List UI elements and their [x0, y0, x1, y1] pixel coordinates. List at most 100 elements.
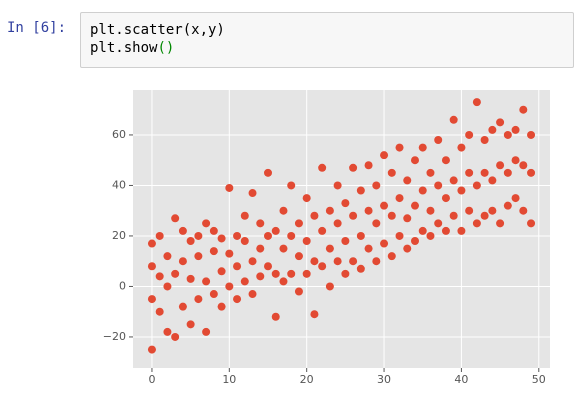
point — [349, 257, 358, 266]
point — [372, 219, 381, 228]
point — [519, 105, 528, 114]
point — [240, 211, 249, 220]
point — [209, 226, 218, 235]
point — [186, 274, 195, 283]
point — [503, 201, 512, 210]
point — [264, 168, 273, 177]
x-tick-label: 0 — [148, 373, 155, 386]
point — [395, 143, 404, 152]
point — [434, 135, 443, 144]
point — [395, 231, 404, 240]
point — [325, 206, 334, 215]
point — [233, 231, 242, 240]
point — [163, 282, 172, 291]
point — [256, 219, 265, 228]
point — [155, 231, 164, 240]
point — [465, 130, 474, 139]
point — [410, 156, 419, 165]
point — [496, 161, 505, 170]
point — [271, 226, 280, 235]
point — [147, 295, 156, 304]
point — [503, 168, 512, 177]
cell-prompt: In [6]: — [7, 20, 67, 36]
point — [356, 264, 365, 273]
point — [217, 267, 226, 276]
x-tick-label: 20 — [300, 373, 314, 386]
point — [194, 295, 203, 304]
point — [496, 118, 505, 127]
point — [302, 194, 311, 203]
point — [171, 269, 180, 278]
point — [341, 199, 350, 208]
point — [426, 168, 435, 177]
point — [364, 244, 373, 253]
point — [248, 189, 257, 198]
point — [279, 277, 288, 286]
point — [426, 231, 435, 240]
point — [294, 219, 303, 228]
point — [178, 257, 187, 266]
point — [503, 130, 512, 139]
point — [465, 168, 474, 177]
point — [372, 181, 381, 190]
point — [264, 231, 273, 240]
point — [294, 252, 303, 261]
point — [333, 219, 342, 228]
point — [364, 206, 373, 215]
point — [410, 201, 419, 210]
x-tick-label: 10 — [222, 373, 236, 386]
point — [171, 214, 180, 223]
point — [449, 211, 458, 220]
point — [264, 262, 273, 271]
point — [155, 307, 164, 316]
point — [147, 262, 156, 271]
point — [271, 312, 280, 321]
point — [519, 161, 528, 170]
point — [527, 168, 536, 177]
y-tick-label: 0 — [119, 279, 126, 292]
point — [155, 272, 164, 281]
point — [240, 277, 249, 286]
point — [217, 302, 226, 311]
point — [186, 236, 195, 245]
point — [310, 211, 319, 220]
plot-area — [133, 90, 550, 368]
point — [457, 226, 466, 235]
point — [426, 206, 435, 215]
code-token: plt.scatter(x,y) — [90, 22, 225, 38]
point — [256, 272, 265, 281]
point — [488, 125, 497, 134]
point — [256, 244, 265, 253]
code-token: plt.show — [90, 40, 158, 56]
y-tick-label: 20 — [112, 229, 126, 242]
x-tick-label: 30 — [377, 373, 391, 386]
point — [387, 168, 396, 177]
point — [225, 282, 234, 291]
point — [225, 183, 234, 192]
point — [302, 269, 311, 278]
point — [147, 239, 156, 248]
point — [496, 219, 505, 228]
point — [147, 345, 156, 354]
point — [527, 130, 536, 139]
point — [527, 219, 536, 228]
point — [410, 236, 419, 245]
point — [318, 262, 327, 271]
point — [418, 143, 427, 152]
code-line: plt.scatter(x,y) — [90, 21, 573, 39]
point — [380, 239, 389, 248]
point — [488, 206, 497, 215]
point — [333, 181, 342, 190]
point — [194, 252, 203, 261]
point — [171, 332, 180, 341]
point — [488, 176, 497, 185]
point — [480, 135, 489, 144]
point — [248, 257, 257, 266]
point — [480, 211, 489, 220]
point — [441, 156, 450, 165]
point — [194, 231, 203, 240]
point — [480, 168, 489, 177]
code-cell[interactable]: plt.scatter(x,y) plt.show() — [80, 12, 574, 68]
point — [310, 310, 319, 319]
